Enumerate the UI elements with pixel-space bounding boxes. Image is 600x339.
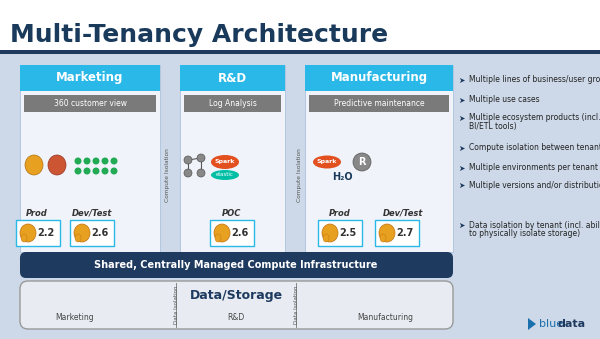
Text: Data isolation by tenant (incl. ability: Data isolation by tenant (incl. ability (469, 220, 600, 230)
Bar (0, 50, 600, 54)
Circle shape (101, 167, 109, 175)
Text: ➤: ➤ (458, 114, 464, 122)
Bar (305, 65, 453, 91)
Circle shape (101, 158, 109, 164)
Text: Multiple versions and/or distributions: Multiple versions and/or distributions (469, 180, 600, 190)
Text: Shared, Centrally Managed Compute Infrastructure: Shared, Centrally Managed Compute Infras… (94, 260, 377, 270)
Ellipse shape (48, 155, 66, 175)
Text: Manufacturing: Manufacturing (357, 314, 413, 322)
Text: 2.7: 2.7 (397, 228, 413, 238)
Text: Spark: Spark (215, 160, 235, 164)
Text: ➤: ➤ (458, 180, 464, 190)
Ellipse shape (214, 224, 230, 242)
Text: Compute Isolation: Compute Isolation (298, 148, 302, 202)
Text: 2.6: 2.6 (91, 228, 109, 238)
Text: Manufacturing: Manufacturing (331, 72, 428, 84)
Text: R&D: R&D (227, 314, 245, 322)
Text: Data/Storage: Data/Storage (190, 288, 283, 301)
Text: 2.2: 2.2 (37, 228, 55, 238)
Bar (318, 220, 362, 246)
Text: data: data (557, 319, 585, 329)
Text: R&D: R&D (218, 72, 247, 84)
Bar (180, 65, 285, 252)
Text: Multiple use cases: Multiple use cases (469, 96, 539, 104)
Text: R: R (358, 157, 366, 167)
Circle shape (110, 158, 118, 164)
Text: 360 customer view: 360 customer view (53, 99, 127, 108)
Ellipse shape (313, 156, 341, 168)
Text: Compute isolation between tenants: Compute isolation between tenants (469, 143, 600, 153)
Bar (210, 220, 254, 246)
Circle shape (184, 156, 192, 164)
Bar (70, 220, 114, 246)
Text: Multiple lines of business/user groups: Multiple lines of business/user groups (469, 76, 600, 84)
Text: Prod: Prod (26, 208, 48, 218)
Bar (180, 65, 285, 91)
Ellipse shape (323, 234, 329, 242)
Ellipse shape (75, 234, 81, 242)
Circle shape (197, 154, 205, 162)
Ellipse shape (215, 234, 221, 242)
Polygon shape (528, 318, 536, 330)
Bar (20, 65, 160, 91)
Text: ➤: ➤ (458, 143, 464, 153)
Text: ➤: ➤ (458, 76, 464, 84)
Text: to physically isolate storage): to physically isolate storage) (469, 230, 580, 239)
Text: Multiple environments per tenant: Multiple environments per tenant (469, 163, 598, 173)
Ellipse shape (380, 234, 386, 242)
Bar (20, 65, 160, 252)
Circle shape (83, 158, 91, 164)
Text: ➤: ➤ (458, 220, 464, 230)
Ellipse shape (20, 224, 36, 242)
Bar (0, 54, 600, 339)
Bar (184, 95, 281, 112)
Text: Spark: Spark (317, 160, 337, 164)
Text: Log Analysis: Log Analysis (209, 99, 256, 108)
FancyBboxPatch shape (20, 281, 453, 329)
Bar (305, 65, 453, 252)
Bar (16, 220, 60, 246)
Ellipse shape (25, 155, 43, 175)
Ellipse shape (211, 170, 239, 180)
Circle shape (92, 158, 100, 164)
Circle shape (353, 153, 371, 171)
Bar (309, 95, 449, 112)
Text: Compute Isolation: Compute Isolation (164, 148, 170, 202)
Bar (24, 95, 156, 112)
Circle shape (184, 169, 192, 177)
Text: ➤: ➤ (458, 96, 464, 104)
Text: ➤: ➤ (458, 163, 464, 173)
Ellipse shape (322, 224, 338, 242)
Text: blue: blue (539, 319, 563, 329)
Ellipse shape (211, 155, 239, 169)
Text: Predictive maintenance: Predictive maintenance (334, 99, 424, 108)
Text: Dev/Test: Dev/Test (72, 208, 112, 218)
Circle shape (197, 169, 205, 177)
Ellipse shape (74, 224, 90, 242)
FancyBboxPatch shape (20, 252, 453, 278)
Circle shape (92, 167, 100, 175)
Text: 2.6: 2.6 (232, 228, 248, 238)
Text: H₂O: H₂O (332, 172, 352, 182)
Bar (375, 220, 419, 246)
Text: Data Isolation: Data Isolation (293, 286, 299, 324)
Text: Data Isolation: Data Isolation (173, 286, 179, 324)
Text: Prod: Prod (329, 208, 351, 218)
Ellipse shape (379, 224, 395, 242)
Text: Multiple ecosystem products (incl. non-H: Multiple ecosystem products (incl. non-H (469, 114, 600, 122)
Circle shape (74, 167, 82, 175)
Bar (0, 0, 600, 52)
Ellipse shape (21, 234, 27, 242)
Circle shape (110, 167, 118, 175)
Circle shape (83, 167, 91, 175)
Text: elastic: elastic (216, 173, 234, 178)
Text: Multi-Tenancy Architecture: Multi-Tenancy Architecture (10, 23, 388, 47)
Circle shape (74, 158, 82, 164)
Text: Marketing: Marketing (56, 72, 124, 84)
Text: 2.5: 2.5 (340, 228, 356, 238)
Text: Dev/Test: Dev/Test (383, 208, 423, 218)
Text: BI/ETL tools): BI/ETL tools) (469, 122, 517, 132)
Text: Marketing: Marketing (56, 314, 94, 322)
Text: POC: POC (223, 208, 242, 218)
